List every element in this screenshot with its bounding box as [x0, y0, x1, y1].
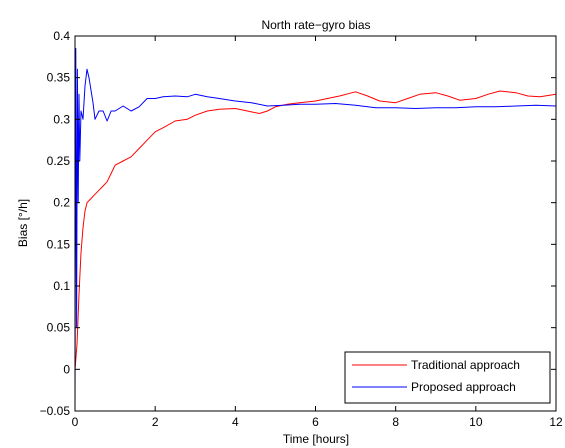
series-line-proposed: [74, 48, 557, 412]
y-tick-label: −0.05: [40, 404, 71, 418]
x-tick-label: 4: [232, 415, 239, 429]
x-tick-label: 6: [312, 415, 319, 429]
y-tick-label: 0: [63, 362, 70, 376]
chart-title: North rate−gyro bias: [261, 18, 370, 32]
y-tick-label: 0.3: [53, 112, 70, 126]
legend: Traditional approach Proposed approach: [344, 351, 551, 404]
y-tick-label: 0.4: [53, 29, 70, 43]
ticks-group: 0 2 4 6 8 10 12−0.0500.050.10.150.20.250.30.35…: [40, 29, 563, 429]
legend-box: [344, 351, 551, 404]
x-tick-label: 2: [152, 415, 159, 429]
y-tick-label: 0.15: [47, 237, 71, 251]
y-tick-label: 0.05: [47, 321, 71, 335]
x-tick-label: 12: [549, 415, 563, 429]
x-tick-label: 8: [392, 415, 399, 429]
y-tick-label: 0.2: [53, 196, 70, 210]
plot-area: 0 2 4 6 8 10 12−0.0500.050.10.150.20.250.30.35…: [40, 29, 563, 429]
series-line-traditional: [74, 90, 557, 370]
y-tick-label: 0.1: [53, 279, 70, 293]
legend-label-traditional: Traditional approach: [411, 358, 520, 372]
legend-label-proposed: Proposed approach: [411, 380, 516, 394]
x-axis-label: Time [hours]: [283, 432, 349, 446]
x-tick-label: 0: [72, 415, 79, 429]
x-tick-label: 10: [469, 415, 483, 429]
y-tick-label: 0.25: [47, 154, 71, 168]
series-group: [74, 48, 557, 412]
y-axis-label: Bias [°/h]: [16, 199, 30, 247]
y-tick-label: 0.35: [47, 71, 71, 85]
